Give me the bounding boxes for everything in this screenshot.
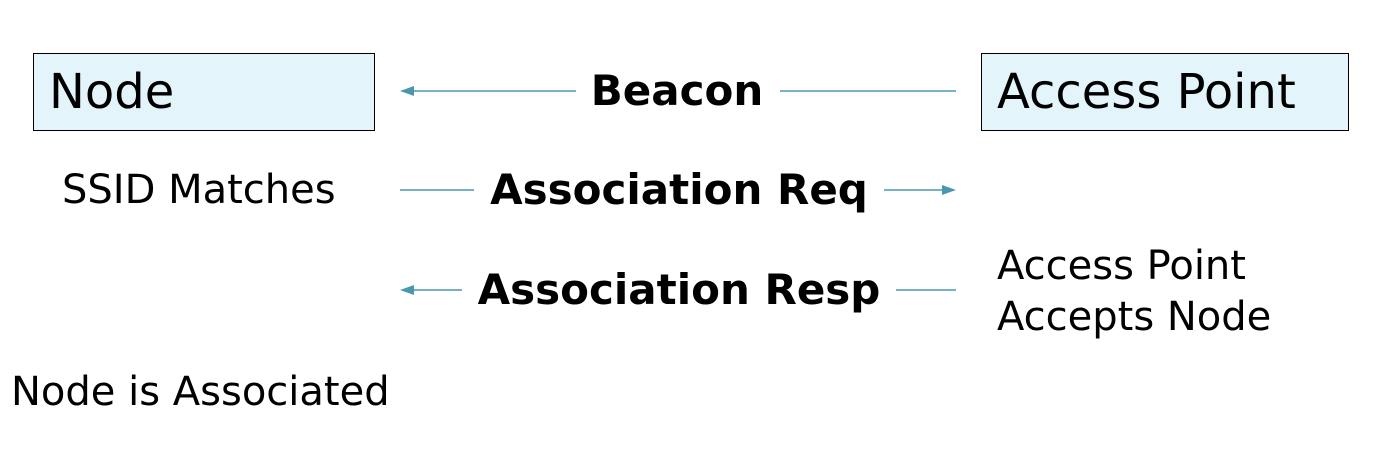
assoc-resp-arrowhead [400, 285, 414, 295]
ap-accepts-note-line2: Accepts Node [997, 294, 1272, 340]
association-resp-label: Association Resp [477, 265, 881, 314]
node-associated-note: Node is Associated [11, 369, 390, 415]
association-req-label: Association Req [490, 165, 868, 214]
ap-accepts-note-line1: Access Point [997, 243, 1246, 289]
access-point-box: Access Point [981, 53, 1349, 131]
node-title: Node [49, 64, 175, 120]
beacon-label: Beacon [590, 66, 764, 115]
assoc-req-arrowhead [942, 185, 956, 195]
beacon-arrowhead [400, 86, 414, 96]
ssid-matches-note: SSID Matches [62, 167, 336, 213]
access-point-title: Access Point [997, 64, 1296, 120]
node-box: Node [33, 53, 375, 131]
